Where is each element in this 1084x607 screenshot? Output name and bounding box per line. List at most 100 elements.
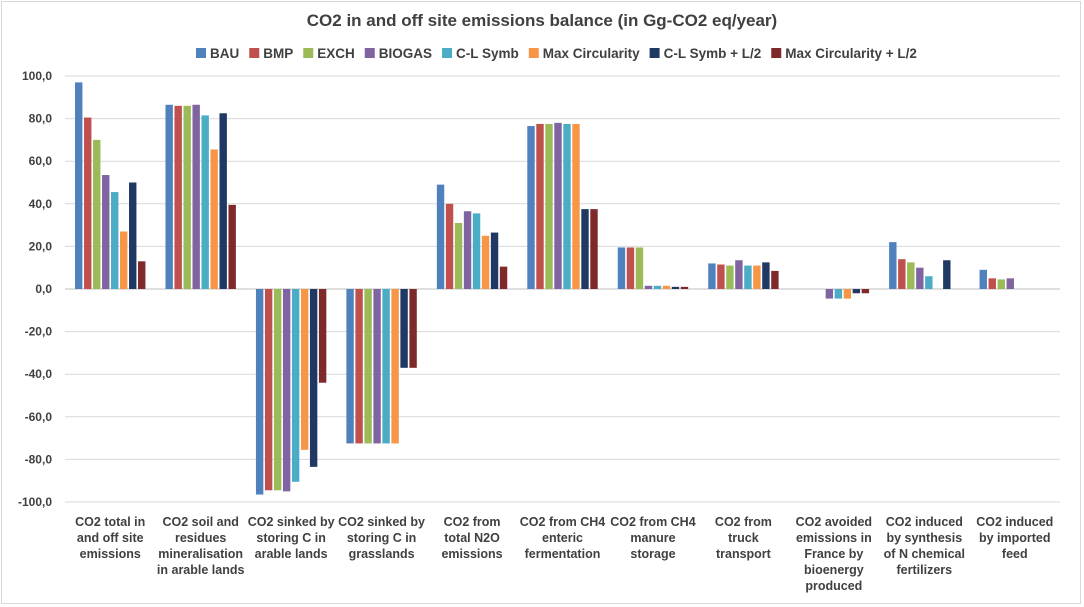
bar-exch (93, 139, 101, 289)
bar-max-circularity-l-2 (409, 289, 417, 368)
bar-biogas (916, 267, 924, 289)
bar-bau (255, 289, 264, 495)
bar-biogas (102, 175, 110, 289)
y-tick-label: 40,0 (29, 197, 53, 211)
legend-label-bau: BAU (210, 46, 239, 61)
bar-bmp (355, 289, 363, 444)
bar-biogas (554, 122, 562, 289)
bar-biogas (644, 285, 653, 289)
bar-c-l-symb-l-2 (581, 209, 589, 289)
bar-bmp (536, 123, 544, 289)
x-category-label: CO2 from CH4 enteric fermentation (520, 515, 605, 561)
legend-swatch-exch (303, 48, 314, 58)
bar-bau (889, 242, 897, 289)
bar-max-circularity-l-2 (590, 209, 598, 289)
bar-c-l-symb (925, 276, 933, 289)
bar-max-circularity (391, 289, 399, 444)
bar-c-l-symb (111, 192, 119, 289)
bar-max-circularity (481, 235, 490, 289)
x-category-label: CO2 sinked by storing C in arable lands (248, 515, 335, 561)
bar-c-l-symb (201, 115, 209, 289)
bar-bmp (898, 259, 906, 289)
bar-c-l-symb-l-2 (309, 289, 318, 467)
x-category-label: CO2 soil and residues mineralisation in ara… (157, 515, 245, 577)
x-category-label: CO2 from CH4 manure storage (610, 515, 695, 561)
bar-biogas (373, 289, 381, 444)
bar-max-circularity-l-2 (680, 286, 689, 289)
bar-bmp (717, 264, 725, 289)
bar-c-l-symb (472, 213, 481, 289)
bar-max-circularity-l-2 (499, 266, 508, 289)
bar-biogas (735, 260, 743, 289)
bar-max-circularity (662, 285, 671, 289)
bar-exch (997, 279, 1005, 289)
bar-c-l-symb (291, 289, 300, 482)
bar-c-l-symb (653, 285, 662, 289)
bar-exch (454, 222, 463, 289)
chart-title: CO2 in and off site emissions balance (i… (307, 11, 777, 30)
bar-c-l-symb-l-2 (400, 289, 408, 368)
y-tick-label: 20,0 (29, 239, 53, 253)
bar-max-circularity (753, 265, 761, 289)
bar-c-l-symb-l-2 (490, 232, 499, 289)
bar-c-l-symb-l-2 (219, 113, 227, 290)
y-tick-label: 80,0 (29, 112, 53, 126)
legend-label-max-circularity: Max Circularity (543, 46, 640, 61)
bar-bmp (84, 117, 92, 289)
legend-label-bmp: BMP (263, 46, 293, 61)
bar-bmp (174, 105, 182, 289)
bar-exch (907, 262, 915, 289)
y-tick-label: 0,0 (35, 282, 52, 296)
bar-bmp (626, 247, 635, 289)
bar-bau (527, 126, 535, 290)
legend-swatch-bmp (249, 48, 260, 58)
bar-biogas (825, 289, 834, 299)
bar-max-circularity (572, 123, 580, 289)
x-category-label: CO2 from truck transport (715, 515, 772, 561)
legend-label-c-l-symb: C-L Symb (456, 46, 519, 61)
y-tick-label: -80,0 (25, 452, 53, 466)
legend-swatch-c-l-symb (442, 48, 453, 58)
bar-exch (635, 247, 644, 289)
bar-max-circularity-l-2 (861, 289, 870, 294)
bar-max-circularity-l-2 (138, 261, 146, 289)
legend-swatch-bau (196, 48, 206, 58)
x-category-label: CO2 sinked by storing C in grasslands (338, 515, 425, 561)
bar-max-circularity (300, 289, 309, 450)
bar-max-circularity-l-2 (318, 289, 327, 383)
bar-biogas (463, 211, 472, 289)
bar-bmp (445, 203, 454, 289)
bar-exch (545, 123, 553, 289)
bar-biogas (282, 289, 291, 492)
legend-swatch-max-circularity-l-2 (771, 48, 782, 58)
bar-exch (183, 105, 191, 289)
bar-bau (979, 269, 987, 289)
x-category-label: CO2 induced by imported feed (976, 515, 1053, 561)
bar-bau (436, 184, 445, 289)
legend-label-biogas: BIOGAS (379, 46, 432, 61)
bar-exch (364, 289, 372, 444)
bar-max-circularity-l-2 (228, 204, 236, 289)
bar-bau (75, 82, 83, 289)
y-tick-label: -20,0 (25, 325, 53, 339)
bar-c-l-symb (563, 123, 571, 289)
bar-c-l-symb-l-2 (943, 260, 951, 289)
x-category-label: CO2 induced by synthesis of N chemical fert… (884, 515, 965, 577)
bar-c-l-symb (744, 265, 752, 289)
bar-max-circularity (210, 149, 218, 289)
bar-bmp (988, 278, 996, 289)
bar-max-circularity-l-2 (771, 270, 779, 289)
bar-bmp (264, 289, 273, 491)
x-category-label: CO2 total in and off site emissions (75, 515, 145, 561)
legend-label-exch: EXCH (317, 46, 355, 61)
bar-c-l-symb-l-2 (129, 182, 137, 289)
x-category-label: CO2 avoided emissions in France by bioenerg… (796, 515, 872, 593)
bar-c-l-symb (382, 289, 390, 444)
legend-swatch-c-l-symb-l-2 (649, 48, 660, 58)
bar-c-l-symb-l-2 (671, 286, 680, 289)
y-tick-label: -100,0 (18, 495, 52, 509)
y-tick-label: -40,0 (25, 367, 53, 381)
bar-exch (726, 265, 734, 289)
bar-bau (708, 263, 716, 289)
